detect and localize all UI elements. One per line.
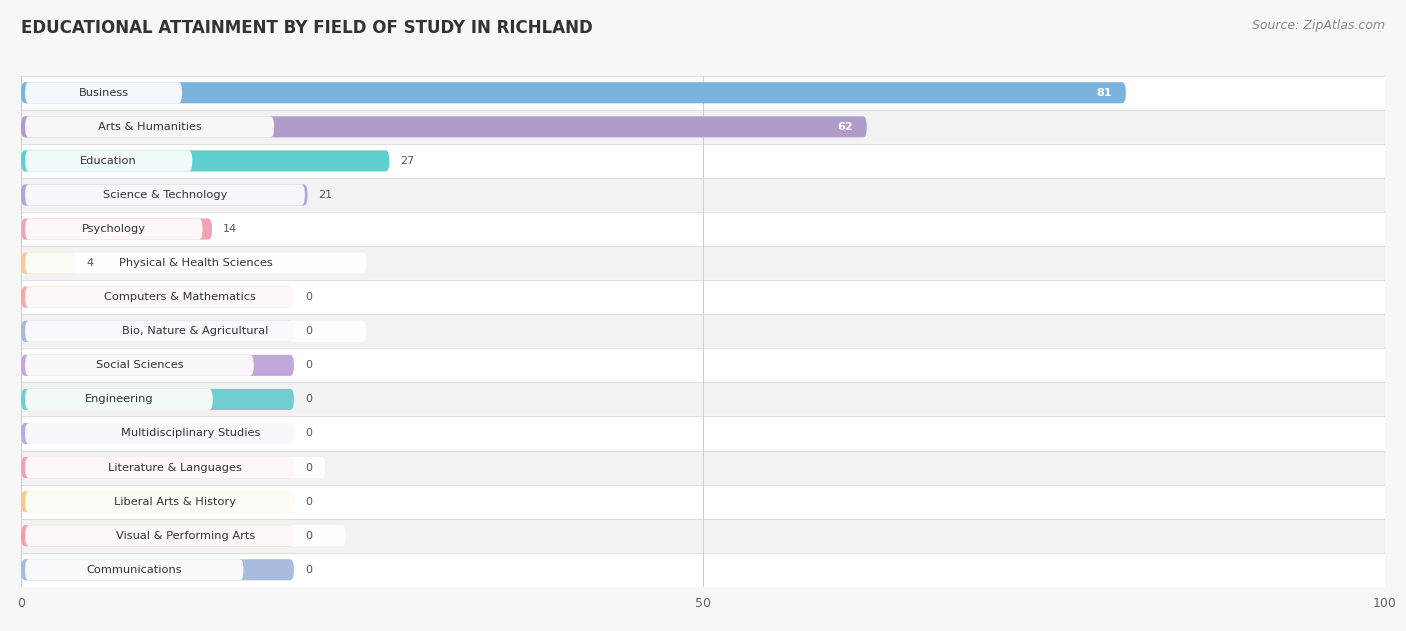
Bar [21, 144, 1385, 178]
FancyBboxPatch shape [21, 423, 294, 444]
FancyBboxPatch shape [21, 389, 294, 410]
Bar [21, 246, 1385, 280]
Text: Science & Technology: Science & Technology [103, 190, 228, 200]
FancyBboxPatch shape [25, 82, 181, 103]
Text: 81: 81 [1097, 88, 1112, 98]
Text: 0: 0 [305, 565, 312, 575]
FancyBboxPatch shape [21, 525, 294, 546]
FancyBboxPatch shape [21, 286, 294, 308]
FancyBboxPatch shape [25, 150, 193, 172]
FancyBboxPatch shape [21, 116, 866, 138]
FancyBboxPatch shape [21, 491, 294, 512]
Text: Engineering: Engineering [84, 394, 153, 404]
FancyBboxPatch shape [25, 116, 274, 138]
FancyBboxPatch shape [25, 389, 212, 410]
Text: Bio, Nature & Agricultural: Bio, Nature & Agricultural [122, 326, 269, 336]
FancyBboxPatch shape [21, 218, 212, 240]
Text: 0: 0 [305, 292, 312, 302]
Bar [21, 212, 1385, 246]
Text: Literature & Languages: Literature & Languages [108, 463, 242, 473]
FancyBboxPatch shape [25, 491, 325, 512]
Bar [21, 178, 1385, 212]
Text: Education: Education [80, 156, 138, 166]
Text: 62: 62 [838, 122, 853, 132]
Text: Psychology: Psychology [82, 224, 146, 234]
FancyBboxPatch shape [25, 525, 346, 546]
FancyBboxPatch shape [25, 559, 243, 581]
Text: Arts & Humanities: Arts & Humanities [97, 122, 201, 132]
Text: Visual & Performing Arts: Visual & Performing Arts [115, 531, 254, 541]
Bar [21, 348, 1385, 382]
FancyBboxPatch shape [21, 82, 1126, 103]
Text: 27: 27 [401, 156, 415, 166]
Bar [21, 485, 1385, 519]
Text: Communications: Communications [87, 565, 183, 575]
FancyBboxPatch shape [25, 286, 336, 308]
Text: Physical & Health Sciences: Physical & Health Sciences [118, 258, 273, 268]
Text: Computers & Mathematics: Computers & Mathematics [104, 292, 256, 302]
FancyBboxPatch shape [21, 252, 76, 274]
FancyBboxPatch shape [25, 423, 356, 444]
FancyBboxPatch shape [21, 457, 294, 478]
Text: EDUCATIONAL ATTAINMENT BY FIELD OF STUDY IN RICHLAND: EDUCATIONAL ATTAINMENT BY FIELD OF STUDY… [21, 19, 593, 37]
FancyBboxPatch shape [25, 218, 202, 240]
FancyBboxPatch shape [25, 355, 253, 376]
FancyBboxPatch shape [21, 321, 294, 342]
Bar [21, 314, 1385, 348]
Text: 0: 0 [305, 360, 312, 370]
Text: Liberal Arts & History: Liberal Arts & History [114, 497, 236, 507]
Bar [21, 416, 1385, 451]
Text: 14: 14 [224, 224, 238, 234]
Bar [21, 76, 1385, 110]
Text: 0: 0 [305, 428, 312, 439]
Bar [21, 519, 1385, 553]
Bar [21, 280, 1385, 314]
Text: 4: 4 [87, 258, 94, 268]
FancyBboxPatch shape [21, 150, 389, 172]
Text: 0: 0 [305, 531, 312, 541]
FancyBboxPatch shape [21, 184, 308, 206]
Text: 0: 0 [305, 394, 312, 404]
Text: Business: Business [79, 88, 129, 98]
Bar [21, 382, 1385, 416]
Bar [21, 110, 1385, 144]
FancyBboxPatch shape [25, 252, 366, 274]
Text: 21: 21 [318, 190, 333, 200]
Text: 0: 0 [305, 463, 312, 473]
Text: 0: 0 [305, 497, 312, 507]
Text: 0: 0 [305, 326, 312, 336]
Text: Source: ZipAtlas.com: Source: ZipAtlas.com [1251, 19, 1385, 32]
FancyBboxPatch shape [25, 184, 305, 206]
FancyBboxPatch shape [21, 559, 294, 581]
Text: Social Sciences: Social Sciences [96, 360, 183, 370]
FancyBboxPatch shape [21, 355, 294, 376]
Bar [21, 451, 1385, 485]
Bar [21, 553, 1385, 587]
FancyBboxPatch shape [25, 321, 366, 342]
FancyBboxPatch shape [25, 457, 325, 478]
Text: Multidisciplinary Studies: Multidisciplinary Studies [121, 428, 260, 439]
